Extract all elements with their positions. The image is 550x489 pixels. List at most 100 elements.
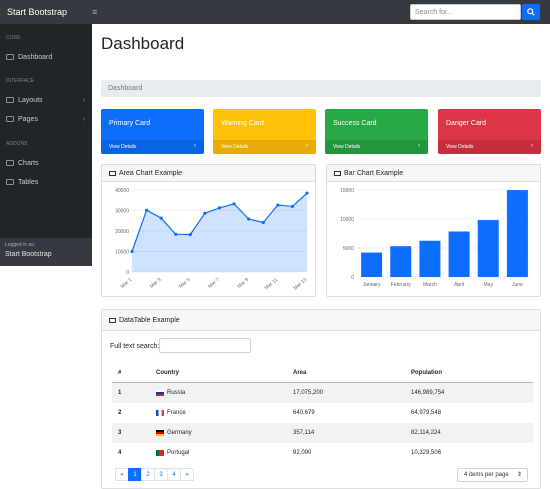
dashboard-icon [6,54,14,60]
sidebar-item-pages[interactable]: Pages › [0,110,92,128]
country-cell: Russia [156,390,185,396]
x-tick-label: February [391,282,412,288]
sidebar-heading-interface: INTERFACE [6,78,35,84]
primary-card: Primary Card View Details › [101,109,204,154]
france-flag-icon [156,410,164,416]
y-tick-label: 30000 [115,209,129,215]
sidebar-item-tables[interactable]: Tables [0,173,92,191]
warning-card: Warning Card View Details › [213,109,316,154]
germany-flag-icon [156,430,164,436]
sidebar-heading-core: CORE [6,35,21,41]
table-icon [6,179,14,185]
bar [506,190,528,277]
table-search-input[interactable] [159,338,251,353]
sidebar-item-label: Dashboard [18,53,53,61]
view-details-link[interactable]: View Details [446,144,474,150]
country-name: Russia [167,390,186,396]
y-tick-label: 0 [351,275,354,281]
sidebar-item-label: Pages [18,115,38,123]
search-icon [527,8,535,16]
pagination-prev[interactable]: « [115,468,129,481]
x-tick-label: Mar 11 [264,277,280,292]
view-details-link[interactable]: View Details [333,144,361,150]
x-tick-label: January [363,282,381,288]
bar-chart-panel: Bar Chart Example 0 5000 10000 15000 January… [326,164,541,297]
chevron-right-icon: › [194,143,196,149]
page-title: Dashboard [101,34,185,53]
items-per-page-select[interactable]: 4 items per page ⇕ [457,468,528,482]
table-icon [109,317,116,323]
column-header[interactable]: Country [156,369,179,376]
row-number: 3 [118,430,122,436]
data-point [130,249,134,254]
column-header[interactable]: # [118,369,122,376]
pagination-page[interactable]: 3 [154,468,168,481]
search-input[interactable]: Search for... [410,4,521,20]
sidebar-item-charts[interactable]: Charts [0,154,92,172]
items-per-page-value: 4 items per page [464,472,509,478]
y-tick-label: 10000 [340,217,354,223]
area-chart: 0 10000 20000 30000 40000 Mar 1 Mar 3 Mar 5 Mar … [115,188,309,292]
data-point [261,220,265,225]
pagination-page[interactable]: 2 [141,468,155,481]
column-header[interactable]: Area [293,369,307,376]
card-footer-link[interactable]: View Details › [101,140,204,154]
population-cell: 82,114,224 [411,430,441,436]
columns-icon [6,97,14,103]
country-cell: Portugal [156,450,189,456]
panel-title: Area Chart Example [119,169,183,177]
data-point [247,217,251,221]
country-cell: Germany [156,430,192,436]
view-details-link[interactable]: View Details [109,144,137,150]
search-button[interactable] [522,4,540,20]
sort-icon: ⇕ [516,472,522,478]
data-point [188,232,192,237]
logged-in-user: Start Bootstrap [5,251,52,258]
data-point [203,211,207,215]
x-tick-label: Mar 13 [293,277,309,292]
chart-bar-icon [334,170,341,176]
table-row: 2 France 640,679 64,979,548 [112,403,533,423]
data-point [144,208,149,212]
panel-title: Bar Chart Example [344,169,404,177]
population-cell: 10,329,506 [411,450,442,456]
sidebar: CORE Dashboard INTERFACE Layouts › Pages… [0,24,92,266]
bar [448,231,470,277]
card-footer-link[interactable]: View Details › [438,140,541,154]
bar-chart-header: Bar Chart Example [327,165,540,182]
area-chart-header: Area Chart Example [102,165,315,182]
pagination-page[interactable]: 1 [128,468,142,481]
table-row: 1 Russia 17,075,200 146,989,754 [112,383,533,403]
table-row: 4 Portugal 92,090 10,329,506 [112,443,533,463]
sidebar-item-label: Layouts [18,96,43,104]
sidebar-item-label: Tables [18,178,39,186]
population-cell: 64,979,548 [411,410,442,416]
y-tick-label: 15000 [340,188,354,194]
russia-flag-icon [156,390,164,396]
pagination-next[interactable]: » [180,468,194,481]
area-fill [132,193,307,272]
data-point [159,216,163,220]
bar [419,240,441,277]
card-footer-link[interactable]: View Details › [213,140,316,154]
x-tick-label: Mar 7 [207,277,221,290]
panel-title: DataTable Example [119,316,180,324]
brand-link[interactable]: Start Bootstrap [7,7,68,17]
breadcrumb: Dashboard [101,80,541,97]
view-details-link[interactable]: View Details [221,144,249,150]
chevron-right-icon: › [82,115,85,123]
card-footer-link[interactable]: View Details › [325,140,428,154]
sidebar-item-dashboard[interactable]: Dashboard [0,48,92,66]
sidebar-heading-addons: ADDONS [6,141,28,147]
y-tick-label: 0 [126,270,129,276]
y-tick-label: 20000 [115,229,129,235]
success-card: Success Card View Details › [325,109,428,154]
pagination-page[interactable]: 4 [167,468,181,481]
row-number: 2 [118,410,122,416]
sidebar-toggle-icon[interactable]: ≡ [92,7,98,17]
country-name: France [167,410,186,416]
country-cell: France [156,410,186,416]
column-header[interactable]: Population [411,369,442,376]
bar [477,220,499,277]
sidebar-item-layouts[interactable]: Layouts › [0,91,92,109]
